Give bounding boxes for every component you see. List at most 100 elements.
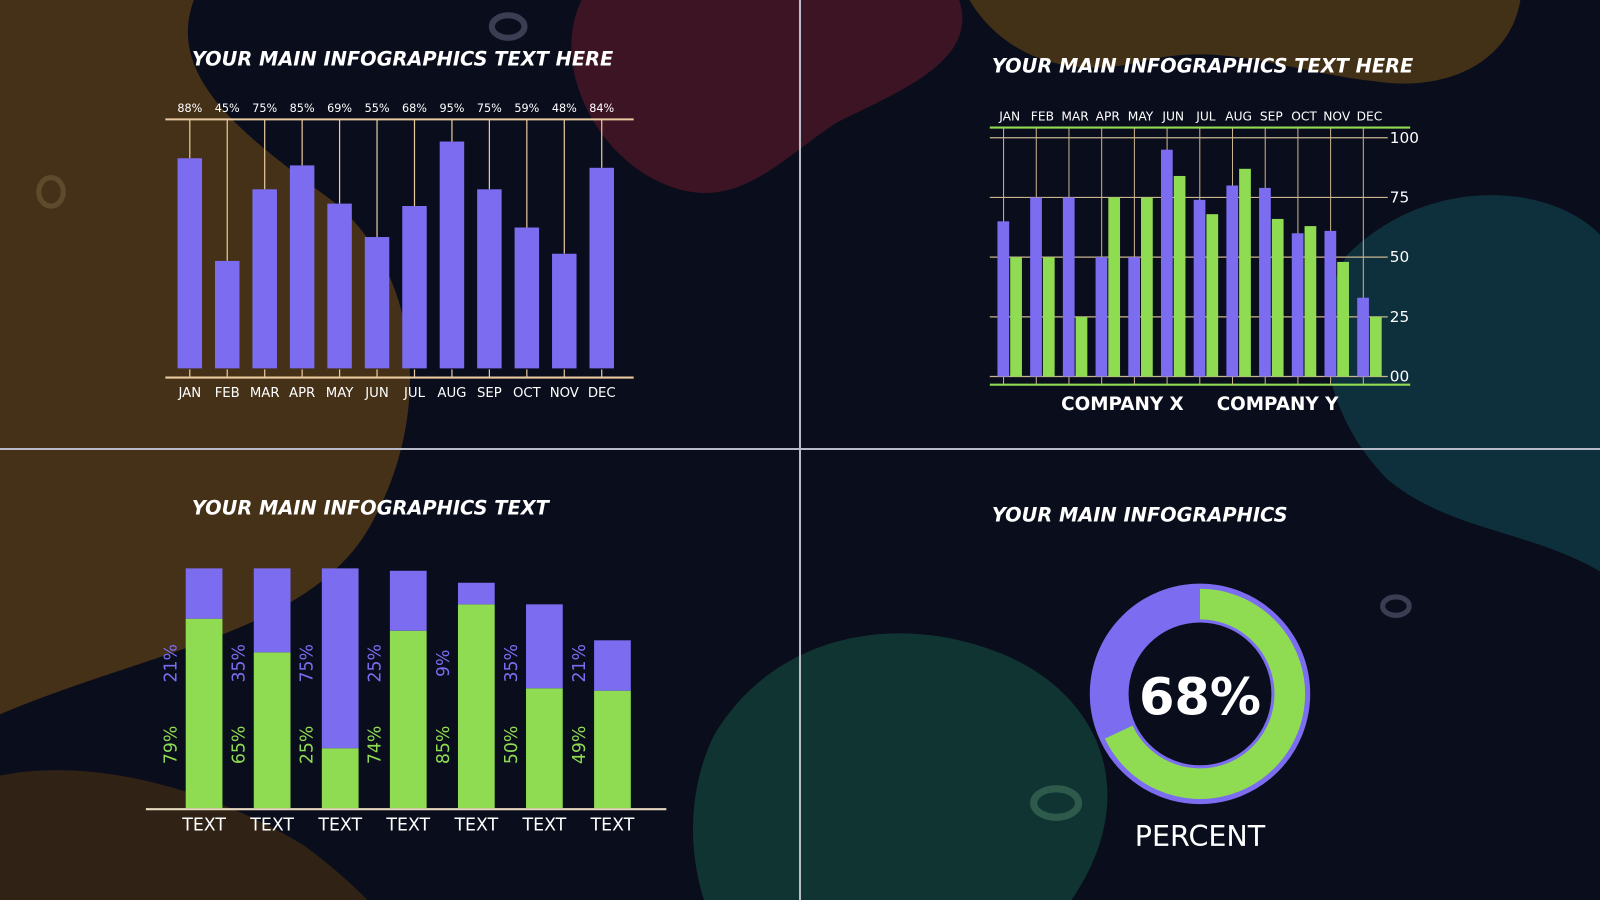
value-label: 85% [290,102,315,115]
bar-segment [389,570,427,631]
chart-title: YOUR MAIN INFOGRAPHICS TEXT HERE [192,47,613,70]
bar [1337,261,1349,377]
x-tick-label: MAY [1128,109,1154,123]
value-label: 45% [215,102,240,115]
chart-title: YOUR MAIN INFOGRAPHICS TEXT HERE [992,54,1413,77]
bar [439,141,465,369]
value-label: 88% [177,102,202,115]
value-label: 25% [298,726,318,765]
bar [1173,175,1186,377]
bar-segment [321,748,359,809]
y-tick-label: 50 [1390,248,1409,266]
x-tick-label: MAY [326,386,354,401]
value-label: 9% [434,650,454,677]
x-tick-label: JUL [403,386,426,401]
donut-arc [1104,588,1306,799]
blob [692,633,1108,900]
bar [1304,226,1317,377]
bar [552,253,577,369]
chart-title: YOUR MAIN INFOGRAPHICS TEXT [192,496,551,519]
bar [1291,233,1304,377]
x-tick-label: JUL [1195,109,1216,123]
bar-segment [526,688,563,809]
bar [177,158,203,369]
bar [1357,297,1369,377]
x-tick-label: NOV [550,386,579,401]
bar [1206,214,1219,377]
x-tick-label: DEC [588,386,616,401]
value-label: 35% [502,644,522,683]
ring [488,12,528,41]
value-label: 95% [439,102,464,115]
value-label: 21% [162,644,182,683]
x-tick-label: FEB [1031,109,1054,123]
bar [215,260,240,369]
ring [1030,785,1083,821]
value-label: 68% [402,102,427,115]
bar [1239,168,1251,377]
bar-segment [253,652,291,809]
value-label: 48% [552,102,577,115]
value-label: 50% [502,726,522,765]
value-label: 25% [366,644,386,683]
bar [1141,197,1153,377]
bar [1108,197,1121,377]
bar [1259,187,1271,377]
x-tick-label: TEXT [453,816,498,836]
bar-segment [526,604,563,689]
value-label: 84% [589,102,614,115]
value-label: 75% [477,102,502,115]
bar [1226,185,1239,377]
ring [1380,594,1412,618]
donut-label: PERCENT [1135,819,1266,853]
x-tick-label: DEC [1357,109,1383,123]
x-tick-label: APR [289,386,315,401]
value-label: 69% [327,102,352,115]
bar [402,206,427,369]
bar-segment [185,618,223,809]
bar [252,189,277,369]
bar [364,237,390,369]
x-tick-label: NOV [1323,109,1351,123]
value-label: 85% [434,726,454,765]
y-tick-label: 100 [1390,129,1419,147]
value-label: 79% [162,726,182,765]
chart-title: YOUR MAIN INFOGRAPHICS [992,503,1288,526]
x-tick-label: TEXT [317,816,362,836]
x-tick-label: TEXT [590,816,635,836]
value-label: 55% [365,102,390,115]
bar-segment [253,568,291,653]
bar [1160,149,1173,377]
x-tick-label: JAN [177,386,201,401]
x-tick-label: OCT [513,386,542,401]
bar [1010,257,1022,377]
y-tick-label: 75 [1390,189,1409,207]
bar-segment [457,582,495,605]
value-label: 75% [298,644,318,683]
bar [477,189,502,369]
bar [1042,257,1055,377]
value-label: 74% [366,726,386,765]
value-label: 59% [514,102,539,115]
bar-segment [594,690,631,809]
bar-segment [321,568,359,749]
bar [589,167,614,369]
x-tick-label: JAN [998,109,1020,123]
x-tick-label: AUG [1225,109,1252,123]
x-tick-label: AUG [437,386,466,401]
bar [997,221,1010,377]
x-tick-label: TEXT [385,816,430,836]
legend-label: COMPANY Y [1217,394,1339,415]
bar-segment [185,568,223,619]
legend-label: COMPANY X [1061,394,1184,415]
y-tick-label: 25 [1390,308,1409,326]
x-tick-label: TEXT [522,816,567,836]
blob [1325,195,1600,572]
bar [289,165,315,369]
bar [1324,230,1337,377]
ring [36,175,66,209]
value-label: 65% [230,726,250,765]
value-label: 21% [570,644,590,683]
center-value: 68% [1139,668,1261,727]
